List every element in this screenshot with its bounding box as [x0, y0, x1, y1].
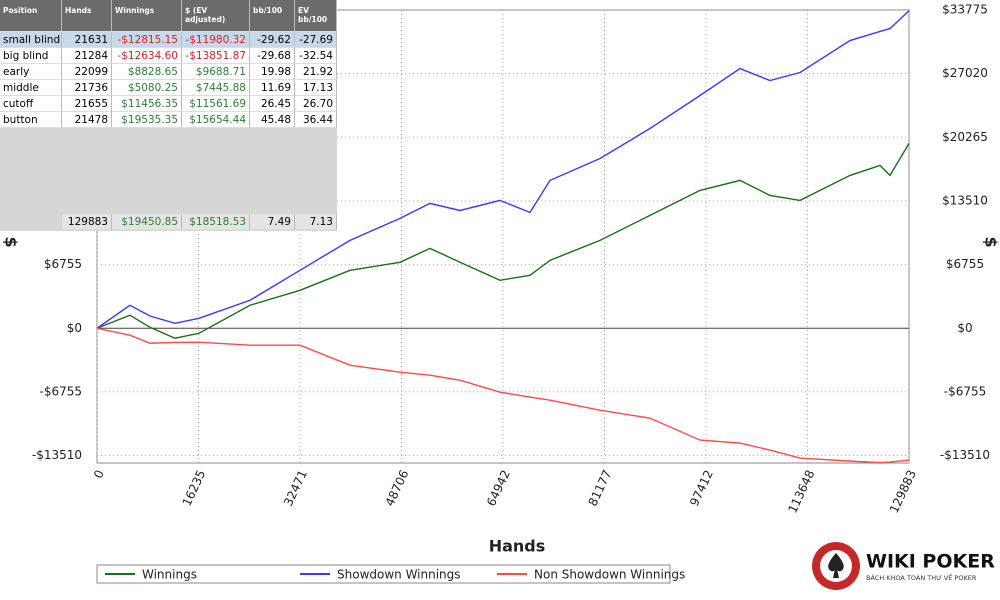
stats-table: Position Hands Winnings $ (EV adjusted) bb/1…	[0, 0, 337, 231]
y-tick-label-right: $20265	[942, 130, 988, 144]
table-cell: 129883	[62, 214, 112, 230]
y-tick-label-right: $0	[957, 321, 972, 335]
table-cell: $19535.35	[112, 112, 182, 128]
table-cell: 21736	[62, 80, 112, 96]
legend	[96, 564, 671, 584]
table-cell: -29.68	[250, 48, 295, 64]
table-cell: 7.49	[250, 214, 295, 230]
table-cell: $11456.35	[112, 96, 182, 112]
x-tick-label: 129883	[887, 468, 919, 515]
table-cell: Hands	[62, 0, 112, 32]
table-cell: small blind	[0, 32, 62, 48]
series-line	[96, 143, 910, 339]
table-cell: middle	[0, 80, 62, 96]
table-cell: $15654.44	[182, 112, 250, 128]
y-tick-label-right: $27020	[942, 66, 988, 80]
table-cell: 26.45	[250, 96, 295, 112]
legend-label: Winnings	[142, 568, 197, 582]
table-cell: -$12815.15	[112, 32, 182, 48]
y-tick-label: -$13510	[32, 448, 82, 462]
x-tick-label: 0	[91, 468, 107, 481]
series-line	[96, 10, 910, 329]
table-cell: 21631	[62, 32, 112, 48]
table-cell: 22099	[62, 64, 112, 80]
y-tick-label: -$6755	[39, 384, 82, 398]
table-cell: $9688.71	[182, 64, 250, 80]
table-cell: $11561.69	[182, 96, 250, 112]
logo-subtitle: BÁCH KHOA TOÀN THƯ VỀ POKER	[866, 572, 977, 582]
y-tick-label-right: $6755	[946, 257, 984, 271]
table-cell: 7.13	[295, 214, 337, 230]
table-cell: 21.92	[295, 64, 337, 80]
table-cell: 21478	[62, 112, 112, 128]
y-tick-label-right: -$6755	[944, 384, 987, 398]
table-cell: 21284	[62, 48, 112, 64]
table-cell: $5080.25	[112, 80, 182, 96]
table-cell: Winnings	[112, 0, 182, 32]
table-cell: 11.69	[250, 80, 295, 96]
table-cell: -$11980.32	[182, 32, 250, 48]
table-cell: EV bb/100	[295, 0, 337, 32]
table-cell: 19.98	[250, 64, 295, 80]
table-cell: $19450.85	[112, 214, 182, 230]
table-cell: $ (EV adjusted)	[182, 0, 250, 32]
table-cell: $18518.53	[182, 214, 250, 230]
table-cell: -$12634.60	[112, 48, 182, 64]
legend-label: Showdown Winnings	[337, 568, 461, 582]
table-cell: 21655	[62, 96, 112, 112]
table-cell: Position	[0, 0, 62, 32]
logo-title: WIKI POKER	[866, 551, 995, 573]
table-cell: cutoff	[0, 96, 62, 112]
table-cell: button	[0, 112, 62, 128]
x-tick-label: 48706	[383, 468, 412, 509]
table-cell: $7445.88	[182, 80, 250, 96]
x-tick-label: 32471	[281, 468, 310, 509]
table-cell: 45.48	[250, 112, 295, 128]
series-line	[96, 327, 910, 464]
y-tick-label: $6755	[44, 257, 82, 271]
y-tick-label: $0	[67, 321, 82, 335]
y-tick-label-right: $13510	[942, 193, 988, 207]
table-cell: 17.13	[295, 80, 337, 96]
x-tick-label: 16235	[180, 468, 209, 509]
legend-label: Non Showdown Winnings	[534, 568, 685, 582]
y-tick-label-right: -$13510	[940, 448, 990, 462]
table-cell: -32.54	[295, 48, 337, 64]
table-cell: 36.44	[295, 112, 337, 128]
x-tick-label: 113648	[785, 468, 817, 515]
table-cell: bb/100	[250, 0, 295, 32]
table-cell: $8828.65	[112, 64, 182, 80]
table-cell: 26.70	[295, 96, 337, 112]
table-cell: -$13851.87	[182, 48, 250, 64]
x-tick-label: 81177	[586, 468, 615, 509]
table-cell: early	[0, 64, 62, 80]
table-cell: big blind	[0, 48, 62, 64]
logo-spade	[828, 553, 844, 578]
y-tick-label-right: $33775	[942, 3, 988, 17]
x-tick-label: 64942	[484, 468, 513, 509]
x-tick-label: 97412	[687, 468, 716, 509]
table-cell: -27.69	[295, 32, 337, 48]
y-axis-label: $	[2, 236, 21, 247]
x-axis-label: Hands	[489, 537, 546, 556]
y-axis-label-right: $	[982, 236, 1000, 247]
table-cell: -29.62	[250, 32, 295, 48]
